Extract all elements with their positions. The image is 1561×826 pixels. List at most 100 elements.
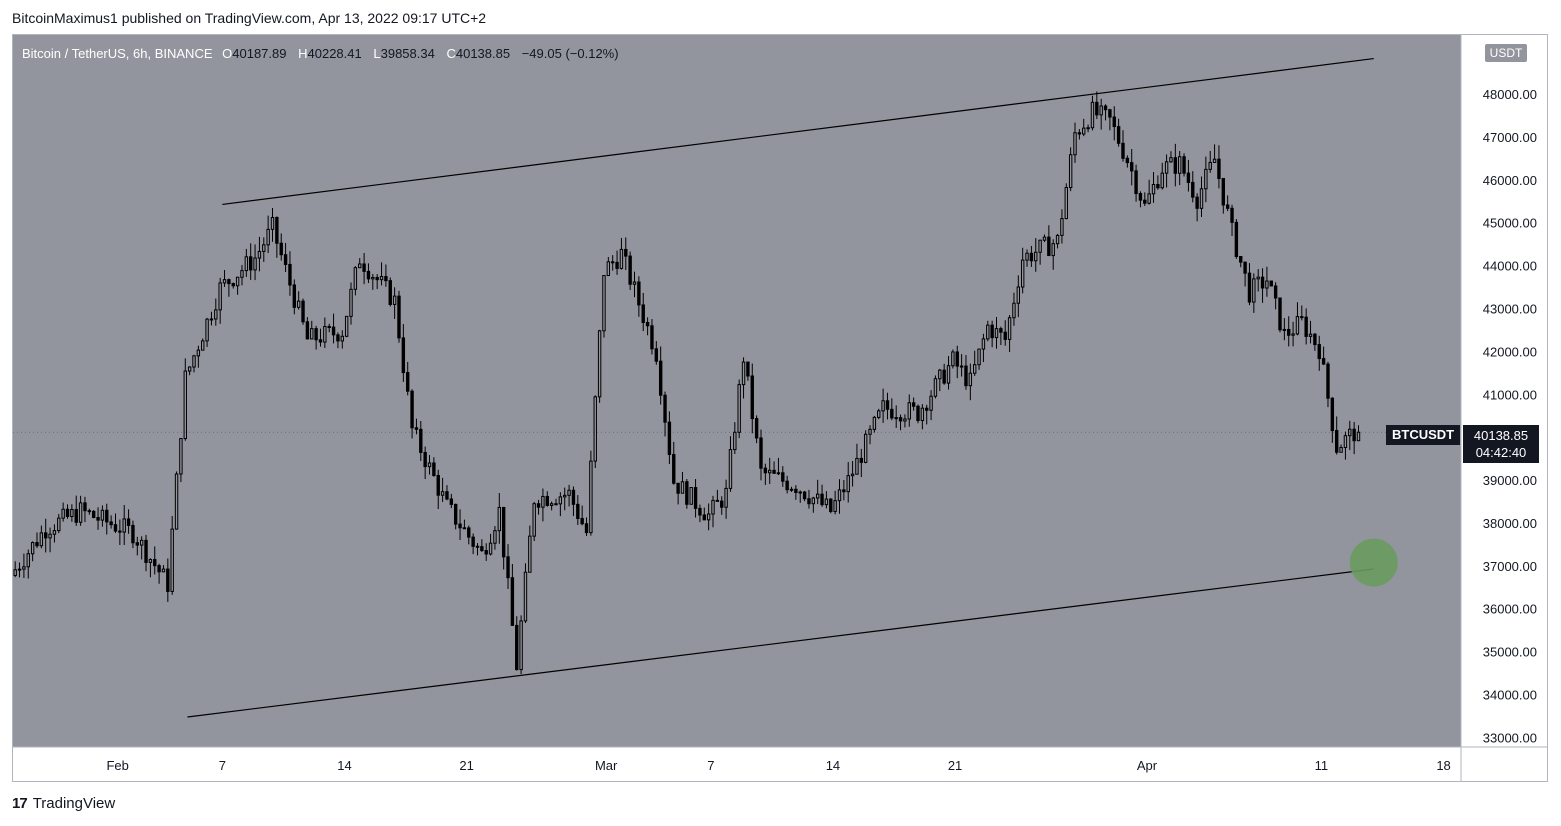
candle-down — [87, 510, 92, 513]
y-tick-label: 42000.00 — [1483, 344, 1537, 359]
candle-down — [890, 408, 894, 419]
last-price-label: 40138.85 04:42:40 — [1463, 425, 1539, 463]
candle-up — [257, 250, 262, 259]
candle-down — [462, 527, 467, 530]
candle-down — [83, 502, 87, 512]
candle-up — [619, 248, 624, 269]
candle-down — [410, 390, 414, 429]
candle-down — [401, 337, 406, 374]
candle-up — [70, 509, 74, 518]
candle-up — [929, 395, 933, 411]
candle-down — [580, 517, 584, 525]
candle-up — [1343, 435, 1348, 449]
candle-down — [1186, 172, 1191, 183]
candle-down — [305, 321, 310, 340]
candle-up — [632, 281, 637, 285]
candle-down — [1313, 333, 1317, 346]
candle-down — [135, 542, 140, 546]
candle-down — [423, 451, 427, 468]
channel-line-upper[interactable] — [222, 57, 1374, 206]
candle-up — [1212, 158, 1217, 163]
y-tick-label: 43000.00 — [1483, 302, 1537, 317]
legend-high-label: H — [298, 46, 308, 61]
candle-up — [61, 508, 65, 519]
candle-up — [392, 295, 397, 305]
candle-up — [266, 228, 270, 246]
candle-up — [192, 355, 196, 368]
channel-line-lower[interactable] — [187, 568, 1374, 718]
candle-up — [558, 496, 563, 505]
candle-down — [554, 503, 558, 506]
candle-up — [850, 473, 855, 477]
candle-down — [545, 495, 549, 506]
candle-down — [807, 498, 811, 505]
candle-up — [532, 503, 536, 537]
candle-down — [955, 351, 959, 367]
candle-up — [1051, 243, 1055, 257]
candle-down — [1182, 156, 1186, 174]
candle-up — [1339, 447, 1343, 453]
candle-up — [724, 487, 728, 508]
candle-up — [589, 460, 593, 534]
candle-up — [968, 372, 973, 387]
candle-up — [1291, 333, 1295, 336]
candle-down — [1112, 116, 1116, 128]
candle-down — [663, 394, 667, 423]
y-tick-label: 39000.00 — [1483, 473, 1537, 488]
candle-down — [942, 369, 946, 384]
candle-down — [615, 261, 619, 269]
price-axis[interactable] — [1461, 35, 1547, 747]
candle-down — [898, 417, 903, 422]
currency-button[interactable]: USDT — [1484, 43, 1528, 63]
candle-down — [375, 276, 379, 281]
candle-down — [1143, 199, 1147, 204]
candle-down — [44, 532, 48, 539]
x-tick-label: 7 — [707, 758, 714, 773]
candle-down — [628, 255, 632, 285]
tradingview-logo-icon: 17 — [12, 795, 28, 812]
candle-down — [1317, 344, 1321, 360]
candle-down — [772, 469, 776, 474]
candle-down — [445, 491, 449, 500]
candle-up — [1064, 187, 1068, 220]
candle-up — [1012, 302, 1016, 319]
x-tick-label: 14 — [826, 758, 840, 773]
candle-up — [1060, 218, 1064, 236]
candle-up — [1295, 316, 1300, 335]
candle-down — [1269, 280, 1273, 287]
candle-up — [528, 535, 532, 573]
candle-up — [222, 279, 227, 284]
x-tick-label: 7 — [219, 758, 226, 773]
candle-up — [349, 288, 353, 317]
candle-up — [863, 433, 868, 463]
candle-down — [859, 457, 864, 463]
candle-up — [358, 263, 362, 269]
candle-up — [951, 351, 955, 367]
candle-down — [1326, 363, 1330, 399]
plot-area — [13, 35, 1461, 747]
candle-up — [706, 513, 711, 521]
candle-up — [1042, 236, 1047, 241]
candle-up — [741, 361, 746, 386]
candle-up — [183, 370, 187, 440]
candle-down — [388, 280, 392, 305]
candle-up — [689, 487, 693, 505]
candle-down — [471, 536, 475, 547]
candle-down — [1234, 221, 1239, 258]
candle-up — [235, 276, 240, 287]
candle-up — [768, 469, 772, 474]
candle-down — [1225, 204, 1230, 209]
candle-down — [990, 324, 994, 339]
candle-up — [597, 330, 602, 398]
candle-down — [475, 545, 480, 548]
candle-up — [323, 325, 327, 343]
candle-down — [999, 328, 1003, 333]
candle-up — [877, 410, 881, 418]
legend-close-label: C — [446, 46, 456, 61]
candle-down — [484, 550, 488, 555]
candle-down — [584, 523, 589, 534]
candle-up — [161, 568, 166, 573]
time-axis[interactable] — [13, 747, 1547, 781]
candle-down — [283, 254, 288, 265]
